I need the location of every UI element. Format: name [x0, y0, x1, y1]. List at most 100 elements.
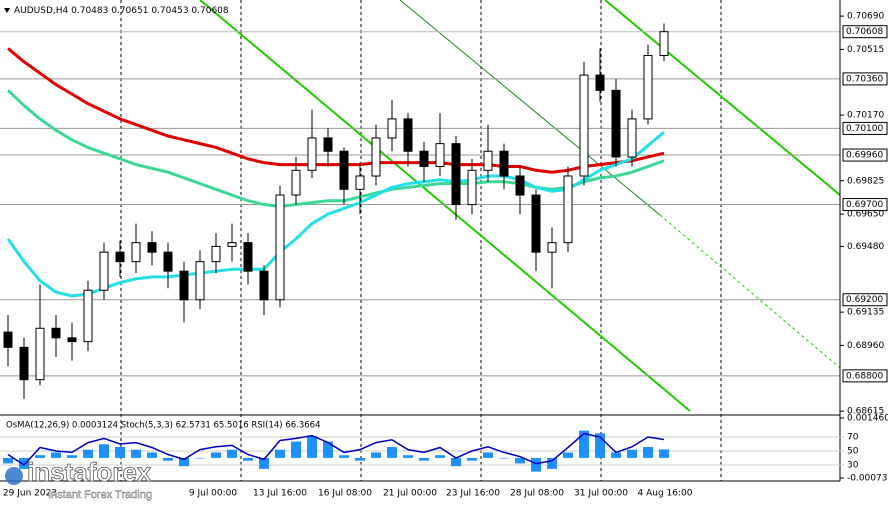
header-low: 0.70453 — [151, 6, 188, 16]
chart-header: AUDUSD,H4 0.70483 0.70651 0.70453 0.7060… — [14, 6, 229, 16]
watermark-brand: instaforex — [27, 457, 152, 487]
candle-body — [451, 143, 461, 206]
level-label-box — [842, 121, 888, 135]
candle-body — [67, 337, 77, 343]
candle-body — [259, 270, 269, 301]
candle-body — [595, 74, 605, 91]
osma-bar — [243, 457, 253, 461]
candle-body — [211, 245, 221, 263]
osma-bar — [403, 455, 413, 458]
osma-bar — [131, 449, 141, 458]
osma-bar — [467, 457, 477, 461]
candle-body — [115, 251, 125, 263]
candle-body — [243, 242, 253, 272]
osma-bar — [579, 430, 589, 458]
header-high: 0.70651 — [111, 6, 148, 16]
level-label: 0.69960 — [846, 151, 883, 161]
candle-body — [611, 89, 621, 158]
osma-bar — [163, 457, 173, 461]
osma-bar — [259, 457, 269, 469]
moving-average — [6, 131, 665, 298]
candle-body — [371, 137, 381, 177]
rsi-tick-label: 50 — [847, 447, 859, 457]
osma-bar — [19, 457, 29, 469]
y-tick-label: 0.69650 — [847, 210, 884, 220]
osma-bar — [531, 457, 541, 472]
candle-body — [403, 118, 413, 152]
candle-body — [339, 150, 349, 190]
x-tick-label: 16 Jul 08:00 — [318, 489, 372, 499]
osma-bar — [515, 457, 525, 464]
moving-average — [7, 47, 665, 174]
level-label-box — [842, 72, 888, 86]
x-tick-label: 21 Jul 00:00 — [383, 489, 437, 499]
osma-bar — [227, 449, 237, 458]
osma-bar — [99, 444, 109, 458]
moving-average — [6, 89, 665, 208]
candle-body — [3, 331, 13, 348]
osma-bar — [627, 449, 637, 458]
level-label-box — [842, 369, 888, 383]
candle-body — [547, 242, 557, 253]
symbol: AUDUSD,H4 — [14, 6, 69, 16]
header-close: 0.70608 — [191, 6, 228, 16]
level-label: 0.70360 — [846, 74, 883, 84]
y-tick-label: 0.70170 — [847, 111, 884, 121]
candle-body — [163, 251, 173, 272]
osma-bar — [355, 457, 365, 461]
osma-bar — [179, 457, 189, 467]
osma-bar — [323, 441, 333, 458]
rsi-line — [7, 432, 665, 466]
y-tick-label: 0.68960 — [847, 341, 884, 351]
candle-body — [131, 242, 141, 263]
plot-area — [0, 23, 840, 399]
candle-body — [467, 169, 477, 206]
osma-bar — [659, 449, 669, 458]
level-label: 0.69700 — [846, 200, 883, 210]
x-tick-label: 9 Jul 00:00 — [189, 489, 238, 499]
osma-bar — [563, 452, 573, 458]
rsi-tick-label: 30 — [847, 461, 859, 471]
candle-body — [99, 251, 109, 291]
osma-bar — [387, 447, 397, 458]
level-label: 0.70100 — [846, 124, 883, 134]
candle-body — [499, 150, 509, 177]
y-tick-label: 0.70690 — [847, 12, 884, 22]
osma-bar — [643, 447, 653, 458]
osma-bar — [67, 455, 77, 458]
watermark-tagline: Instant Forex Trading — [48, 489, 152, 501]
level-label-box — [842, 198, 888, 212]
level-label: 0.68800 — [846, 371, 883, 381]
candle-body — [83, 289, 93, 343]
osma-bar — [435, 455, 445, 458]
watermark: instaforex Instant Forex Trading — [5, 456, 152, 501]
indicator-tick-label: 0.0014605 — [847, 414, 888, 424]
osma-bar — [371, 452, 381, 458]
candle-body — [483, 150, 493, 171]
price-label: 0.70608 — [846, 27, 883, 37]
osma-bar — [499, 457, 509, 459]
header-open: 0.70483 — [71, 6, 108, 16]
indicator-title: OsMA(12,26,9) 0.0003124 Stoch(5,3,3) 62.… — [6, 421, 320, 431]
osma-bar — [275, 449, 285, 458]
osma-bar — [451, 457, 461, 467]
candle-body — [355, 175, 365, 190]
candle-body — [643, 54, 653, 120]
price-label-box — [842, 25, 888, 39]
osma-bar — [83, 449, 93, 458]
x-tick-label: 29 Jun 2023 — [3, 489, 57, 499]
trend-channel — [199, 0, 841, 412]
x-tick-label: 31 Jul 00:00 — [574, 489, 628, 499]
candle-body — [275, 194, 285, 301]
y-tick-label: 0.68615 — [847, 407, 884, 417]
candle-body — [323, 137, 333, 152]
candle-body — [419, 150, 429, 167]
candle-body — [515, 175, 525, 196]
candle-body — [195, 261, 205, 301]
candle-body — [51, 327, 61, 339]
candle-body — [579, 74, 589, 177]
candle-body — [387, 118, 397, 139]
candle-body — [147, 242, 157, 253]
osma-bar — [115, 447, 125, 458]
